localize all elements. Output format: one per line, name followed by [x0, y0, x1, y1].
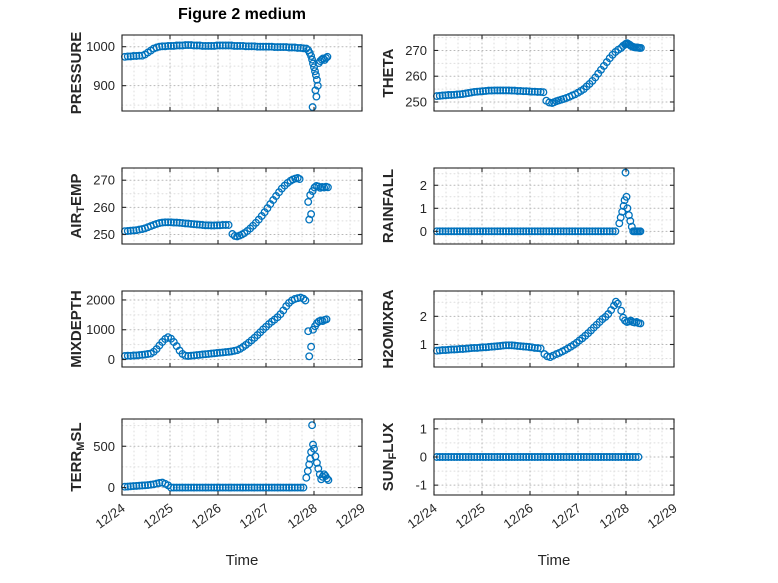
subplot-h2omixra: 1 2 H2OMIXRA: [380, 289, 675, 369]
y-tick-label: 2: [420, 309, 427, 324]
y-tick-label: 1000: [86, 322, 115, 337]
x-tick-label: 12/29: [645, 500, 680, 531]
y-tick-label: 2000: [86, 292, 115, 307]
y-tick-label: 250: [93, 227, 115, 242]
y-tick-label: 0: [420, 450, 427, 465]
xlabel-left-column: Time: [225, 552, 259, 569]
x-tick-label: 12/28: [285, 500, 320, 531]
y-axis-label: TERRMSL: [68, 422, 87, 491]
subplot-air-temp: 250 260 270 AIRTEMP: [68, 167, 363, 245]
x-tick-label: 12/26: [501, 500, 536, 531]
y-tick-label: 1: [420, 201, 427, 216]
y-tick-label: 0: [420, 224, 427, 239]
y-axis-label: MIXDEPTH: [68, 290, 85, 368]
y-tick-label: 270: [93, 173, 115, 188]
y-tick-label: 1: [420, 337, 427, 352]
subplot-rainfall: 0 1 2 RAINFALL: [380, 167, 675, 245]
y-tick-label: 900: [93, 78, 115, 93]
y-tick-label: 270: [405, 43, 427, 58]
y-tick-label: 2: [420, 178, 427, 193]
y-tick-label: 0: [108, 352, 115, 367]
x-tick-label: 12/24: [405, 500, 440, 531]
subplot-terr-msl: 0 500 12/24 12/25 12/26 12/27 12/28 12/29 TERRMS…: [68, 418, 368, 532]
xlabel-right-column: Time: [537, 552, 571, 569]
y-axis-label: H2OMIXRA: [380, 289, 397, 368]
data-points: [432, 39, 645, 107]
subplot-sun-flux: -1 0 1 12/24 12/25 12/26 12/27 12/28 12/29 SUNFLU…: [380, 418, 680, 532]
y-tick-label: 500: [93, 439, 115, 454]
data-points: [120, 174, 332, 241]
x-tick-label: 12/25: [141, 500, 176, 531]
data-points: [432, 453, 643, 461]
data-points: [120, 41, 332, 112]
x-tick-label: 12/26: [189, 500, 224, 531]
y-tick-label: -1: [415, 478, 427, 493]
data-points: [432, 168, 645, 236]
data-points: [120, 421, 333, 492]
y-axis-label: THETA: [380, 48, 397, 97]
y-axis-label: AIRTEMP: [68, 173, 87, 238]
y-tick-label: 260: [93, 200, 115, 215]
y-tick-label: 1000: [86, 39, 115, 54]
subplot-theta: 250 260 270 THETA: [380, 34, 675, 112]
data-points: [432, 297, 645, 362]
x-tick-label: 12/24: [93, 500, 128, 531]
y-axis-label: PRESSURE: [68, 32, 85, 115]
y-tick-label: 250: [405, 95, 427, 110]
y-tick-label: 0: [108, 480, 115, 495]
x-tick-label: 12/27: [237, 500, 272, 531]
data-points: [120, 293, 331, 361]
x-tick-label: 12/28: [597, 500, 632, 531]
x-tick-label: 12/25: [453, 500, 488, 531]
y-tick-label: 260: [405, 69, 427, 84]
x-tick-label: 12/29: [333, 500, 368, 531]
y-axis-label: SUNFLUX: [380, 423, 399, 491]
x-tick-label: 12/27: [549, 500, 584, 531]
figure-title: Figure 2 medium: [177, 6, 307, 23]
y-tick-label: 1: [420, 421, 427, 436]
y-axis-label: RAINFALL: [380, 169, 397, 243]
